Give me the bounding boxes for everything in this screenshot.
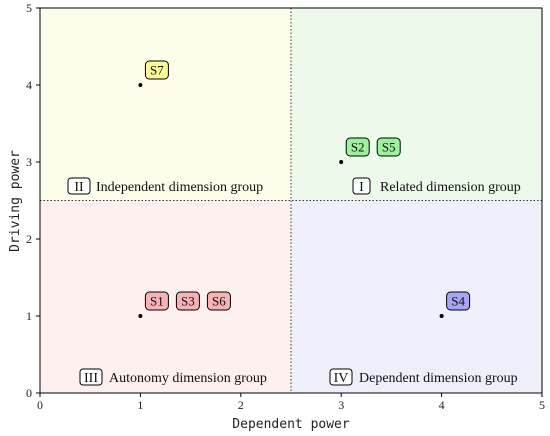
point-label-box <box>376 137 401 157</box>
x-axis-label: Dependent power <box>232 417 350 432</box>
point-label-box <box>206 291 231 311</box>
point-label: S7 <box>150 63 164 78</box>
y-tick-label: 5 <box>26 1 32 15</box>
quadrant-name: Related dimension group <box>380 180 521 195</box>
x-tick-label: 5 <box>539 398 545 412</box>
quadrant-name: Autonomy dimension group <box>109 371 267 386</box>
point-label-box <box>175 291 200 311</box>
quadrant-numeral-box <box>67 177 91 195</box>
quadrant-name: Independent dimension group <box>96 180 263 195</box>
quadrant-III-label: III Autonomy dimension group <box>79 368 267 386</box>
quadrant-numeral: IV <box>334 371 349 386</box>
data-point <box>339 160 344 164</box>
point-label-box <box>144 291 169 311</box>
quadrant-labels: I Related dimension group II Independent di… <box>67 177 521 386</box>
point-label-box <box>345 137 370 157</box>
x-tick-label: 2 <box>238 398 244 412</box>
data-point-group: S2 S5 <box>339 137 401 164</box>
point-label: S5 <box>382 140 396 155</box>
point-label: S3 <box>181 294 195 309</box>
quadrant-numeral: III <box>84 371 98 386</box>
quadrant-I-background <box>291 8 542 201</box>
data-point <box>138 314 143 318</box>
quadrant-IV-label: IV Dependent dimension group <box>329 368 518 386</box>
point-label-box <box>144 60 169 80</box>
point-label: S4 <box>451 294 465 309</box>
point-label: S1 <box>150 294 164 309</box>
plot-border <box>39 7 543 394</box>
data-point-group: S4 <box>439 291 471 318</box>
x-tick-label: 4 <box>439 398 445 412</box>
quadrant-backgrounds <box>40 8 542 393</box>
data-points: S7 S2 S5 S1 S3 S6 S4 <box>138 60 471 318</box>
x-tick-label: 1 <box>137 398 143 412</box>
y-tick-label: 2 <box>26 232 32 246</box>
data-point-group: S1 S3 S6 <box>138 291 231 318</box>
y-tick-label: 4 <box>26 78 32 92</box>
data-point-group: S7 <box>138 60 169 87</box>
quadrant-I-label: I Related dimension group <box>352 177 521 195</box>
quadrant-numeral-box <box>329 368 353 386</box>
data-point <box>138 83 143 87</box>
point-label: S6 <box>212 294 226 309</box>
quadrant-II-background <box>40 8 291 201</box>
point-label-box <box>446 291 471 311</box>
quadrant-numeral: II <box>74 180 84 195</box>
x-tick-label: 3 <box>338 398 344 412</box>
quadrant-numeral-box <box>79 368 103 386</box>
y-tick-label: 0 <box>26 386 32 400</box>
y-tick-label: 3 <box>26 155 32 169</box>
y-axis-label: Driving power <box>8 150 23 252</box>
axis-ticks: 0 1 2 3 4 5 0 1 2 3 4 5 <box>26 1 545 412</box>
quadrant-dividers <box>40 8 542 393</box>
data-point <box>439 314 444 318</box>
quadrant-numeral: I <box>359 180 364 195</box>
point-label: S2 <box>351 140 365 155</box>
y-tick-label: 1 <box>26 309 32 323</box>
plot-frame <box>39 7 543 394</box>
quadrant-IV-background <box>291 200 542 393</box>
quadrant-II-label: II Independent dimension group <box>67 177 263 195</box>
quadrant-numeral-box <box>352 177 371 195</box>
x-tick-label: 0 <box>37 398 43 412</box>
quadrant-name: Dependent dimension group <box>359 371 518 386</box>
